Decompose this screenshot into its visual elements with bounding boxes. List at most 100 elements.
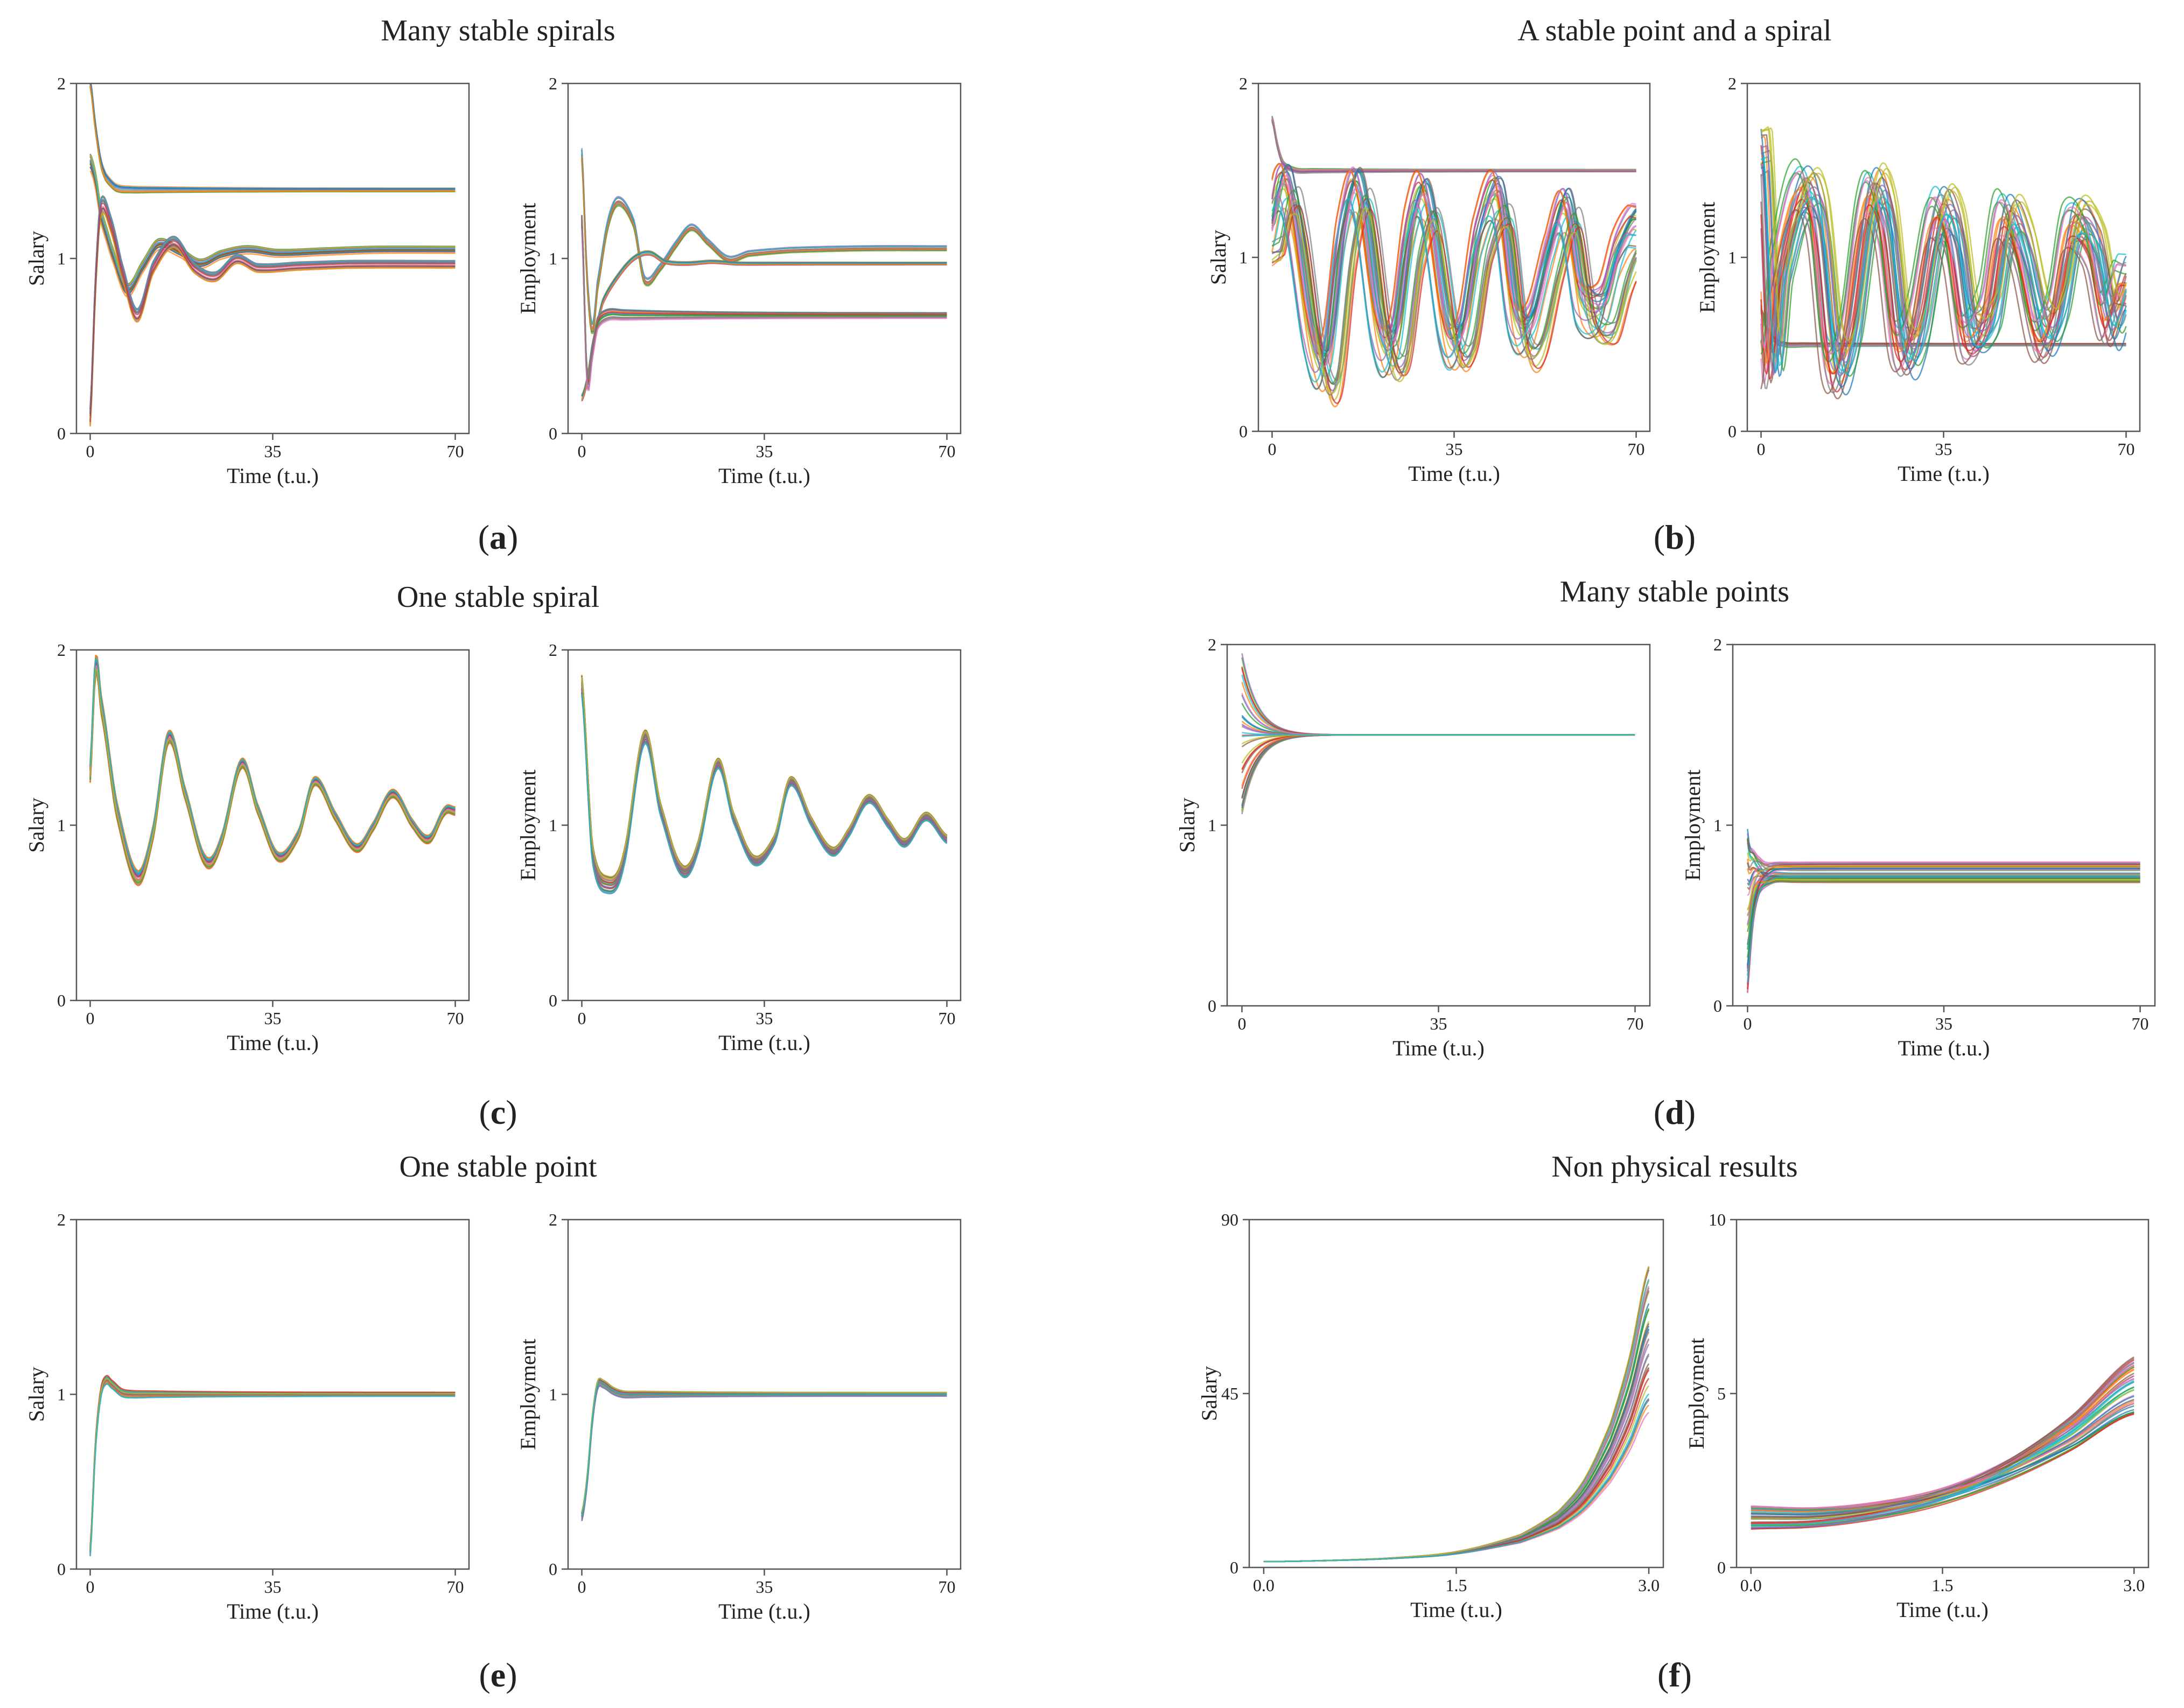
plot-f-employment-xlabel: Time (t.u.) — [1896, 1598, 1989, 1622]
plot-e-salary-line — [89, 1383, 456, 1557]
plot-d-salary-ytick-label: 1 — [1208, 816, 1216, 835]
plot-e-salary-line — [89, 1380, 456, 1552]
plot-f-employment-xtick-label: 3.0 — [2123, 1576, 2145, 1595]
plot-c-salary-line — [89, 668, 456, 882]
plot-b-employment-line — [1760, 170, 2126, 354]
plot-a-employment-frame — [567, 82, 962, 435]
plot-d-employment-line — [1747, 881, 2140, 976]
plot-e-salary-xtick-label: 35 — [264, 1577, 282, 1597]
plot-d-employment-ytick-label: 1 — [1713, 816, 1722, 835]
plot-f-salary-xlabel: Time (t.u.) — [1410, 1598, 1502, 1622]
plot-a-employment-xtick-label: 35 — [756, 442, 773, 461]
plot-b-salary-line — [1272, 207, 1637, 394]
plot-f-salary-traces — [1263, 1265, 1650, 1563]
plot-d-employment-ytick-label: 2 — [1713, 635, 1722, 654]
plot-f-employment-traces — [1751, 1356, 2134, 1530]
plot-c-employment-line — [581, 676, 948, 879]
plot-f-salary: 0.0 1.5 3.0 0 45 90 Time (t.u.) Salary — [1197, 1210, 1664, 1622]
plot-e-employment-line — [581, 1385, 947, 1521]
plot-c-employment-xtick-label: 0 — [578, 1009, 586, 1028]
panel-a: Many stable spirals (a) 0 35 70 0 1 2 Time (t.u.… — [24, 14, 962, 556]
plot-d-employment-line — [1747, 869, 2140, 993]
plot-a-employment-line — [581, 216, 947, 380]
plot-d-employment-line — [1747, 877, 2140, 932]
plot-e-employment-ytick-label: 2 — [549, 1210, 557, 1229]
plot-b-salary: 0 35 70 0 1 2 Time (t.u.) Salary — [1206, 74, 1651, 486]
panel-a-caption-letter: a — [489, 518, 507, 556]
plot-b-salary-line — [1271, 181, 1636, 368]
plot-e-employment-xtick-label: 0 — [578, 1577, 586, 1597]
plot-c-employment-line — [581, 694, 948, 893]
plot-e-salary-line — [89, 1375, 456, 1547]
plot-a-employment-traces — [581, 148, 947, 402]
plot-a-employment-xlabel: Time (t.u.) — [718, 464, 810, 488]
panel-b-title: A stable point and a spiral — [1517, 14, 1831, 47]
plot-d-salary-xtick-label: 70 — [1627, 1014, 1644, 1033]
plot-f-employment-line — [1751, 1362, 2134, 1517]
plot-f-employment-ytick-label: 0 — [1717, 1558, 1726, 1577]
plot-e-employment-ytick-label: 1 — [549, 1385, 557, 1404]
panel-e-title: One stable point — [399, 1150, 597, 1184]
plot-c-salary-xlabel: Time (t.u.) — [227, 1031, 319, 1055]
plot-e-salary-ytick-label: 1 — [57, 1385, 66, 1404]
plot-b-employment: 0 35 70 0 1 2 Time (t.u.) Employment — [1695, 74, 2141, 486]
plot-f-employment-line — [1751, 1411, 2134, 1511]
plot-d-salary-ylabel: Salary — [1175, 797, 1199, 852]
panel-b: A stable point and a spiral (b) 0 35 70 0 1 2 Ti… — [1206, 14, 2141, 556]
plot-a-salary-line — [89, 166, 456, 295]
plot-c-employment: 0 35 70 0 1 2 Time (t.u.) Employment — [516, 640, 962, 1055]
plot-d-employment-traces — [1747, 829, 2140, 993]
plot-a-employment-line — [581, 228, 947, 391]
plot-a-employment-xtick-label: 0 — [578, 442, 586, 461]
panel-a-title: Many stable spirals — [381, 14, 615, 47]
plot-d-employment-line — [1747, 864, 2140, 990]
plot-d-salary: 0 35 70 0 1 2 Time (t.u.) Salary — [1175, 635, 1651, 1060]
plot-b-employment-ylabel: Employment — [1695, 202, 1719, 313]
plot-f-salary-frame — [1248, 1219, 1664, 1569]
plot-e-salary-ylabel: Salary — [24, 1367, 48, 1422]
plot-e-employment-xtick-label: 70 — [938, 1577, 955, 1597]
plot-a-salary-ylabel: Salary — [24, 231, 48, 286]
panel-e-caption: (e) — [479, 1656, 517, 1694]
panel-c: One stable spiral (c) 0 35 70 0 1 2 Time (t.u.) S… — [24, 580, 962, 1131]
plot-c-salary-xtick-label: 70 — [446, 1009, 464, 1028]
plot-d-employment-xtick-label: 35 — [1935, 1014, 1952, 1033]
plot-d-salary-xlabel: Time (t.u.) — [1392, 1036, 1485, 1060]
panel-c-caption: (c) — [479, 1093, 517, 1131]
plot-a-salary-line — [89, 155, 456, 286]
panel-a-caption: (a) — [478, 518, 519, 556]
plot-d-salary-traces — [1241, 653, 1635, 815]
plot-a-salary-xlabel: Time (t.u.) — [227, 464, 319, 488]
plot-c-employment-frame — [567, 649, 962, 1002]
plot-c-salary: 0 35 70 0 1 2 Time (t.u.) Salary — [24, 640, 470, 1055]
plot-b-salary-xtick-label: 0 — [1268, 439, 1276, 459]
panel-d-caption-letter: d — [1665, 1093, 1684, 1131]
plot-e-employment-xtick-label: 35 — [756, 1577, 773, 1597]
plot-b-salary-ytick-label: 0 — [1239, 422, 1248, 441]
plot-b-salary-ylabel: Salary — [1206, 230, 1230, 285]
plot-a-salary-xtick-label: 0 — [86, 442, 95, 461]
plot-d-employment-xtick-label: 0 — [1743, 1014, 1752, 1033]
plot-c-salary-ytick-label: 2 — [57, 640, 66, 660]
plot-b-employment-line — [1760, 126, 2127, 352]
plot-a-salary-line — [89, 159, 456, 289]
plot-c-employment-xtick-label: 70 — [938, 1009, 955, 1028]
plot-b-salary-xtick-label: 35 — [1446, 439, 1463, 459]
panel-d-title: Many stable points — [1560, 575, 1789, 608]
plot-d-employment-line — [1747, 880, 2140, 958]
panel-f: Non physical results (f) 0.0 1.5 3.0 0 45 90 Tim… — [1197, 1150, 2150, 1694]
plot-a-employment-ytick-label: 1 — [549, 249, 557, 268]
plot-b-salary-ytick-label: 1 — [1239, 248, 1248, 267]
plot-d-salary-xtick-label: 0 — [1237, 1014, 1246, 1033]
plot-d-employment-line — [1747, 867, 2140, 876]
plot-c-employment-traces — [581, 674, 948, 894]
panel-c-caption-letter: c — [491, 1093, 506, 1131]
plot-d-employment-line — [1747, 860, 2140, 869]
plot-b-salary-frame — [1257, 82, 1651, 432]
plot-d-salary-ytick-label: 0 — [1208, 996, 1216, 1016]
panel-c-title: One stable spiral — [397, 580, 599, 614]
plot-f-salary-ytick-label: 0 — [1230, 1558, 1238, 1577]
plot-b-employment-line — [1761, 129, 2127, 342]
plot-f-employment-ytick-label: 10 — [1709, 1210, 1726, 1229]
